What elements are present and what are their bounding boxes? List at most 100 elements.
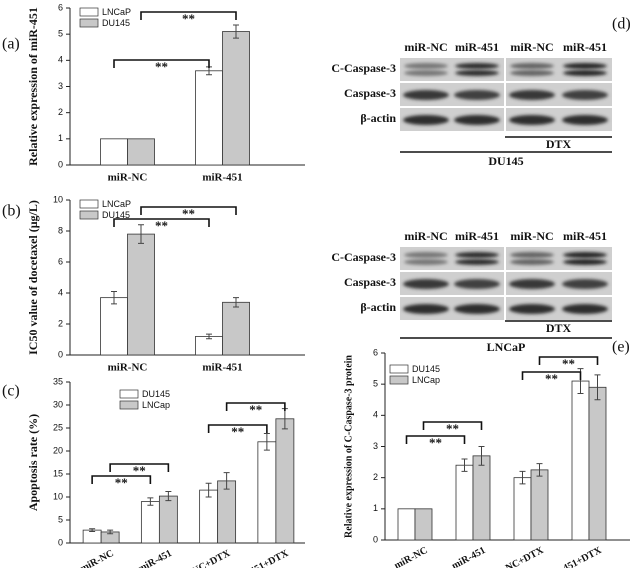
bar [455,464,474,541]
x-tick-label: miR-NC+DTX [485,545,546,568]
blot-band [509,115,555,125]
error-bar [263,433,270,451]
y-tick-label: 3 [58,81,63,91]
bar [513,477,532,541]
bar [158,495,178,544]
blot-band [455,252,499,258]
y-tick-label: 15 [53,468,63,478]
x-tick-label: miR-NC+DTX [171,548,232,568]
error-bar [536,463,543,477]
bar [82,529,102,544]
blot-band [404,70,448,76]
significance-label: ** [545,371,558,386]
blot-band [510,259,554,265]
x-tick-label: miR-451 [202,172,242,184]
significance-label: ** [562,356,575,371]
row-label: β-actin [360,300,396,314]
significance-label: ** [429,435,442,450]
blot-band [454,90,500,100]
blot-band [403,279,449,289]
panel-label: (d) [612,16,631,33]
blot-band [404,63,448,69]
lane-label: miR-451 [455,40,499,54]
y-tick-label: 1 [373,503,378,513]
blot-band [562,115,608,125]
blot-band [454,115,500,125]
error-bar [138,224,144,244]
blot-band [563,70,607,76]
legend-label: LNCaP [102,7,131,17]
bar [127,233,155,356]
lane-label: miR-NC [404,40,447,54]
x-tick-label: miR-451 [202,362,242,374]
blot-band [509,90,555,100]
y-tick-label: 25 [53,422,63,432]
significance-bracket [113,218,210,227]
blot-band [403,115,449,125]
bar [100,138,128,166]
y-tick-label: 6 [58,2,63,12]
legend-label: LNCap [142,400,170,410]
error-bar [594,374,601,401]
y-tick-label: 0 [58,159,63,169]
blot-band [404,252,448,258]
panel-label: (e) [612,339,630,356]
y-tick-label: 2 [373,472,378,482]
blot-band [510,63,554,69]
error-bar [233,297,239,308]
lane-label: miR-451 [563,229,607,243]
blot-band [455,259,499,265]
y-tick-label: 1 [58,133,63,143]
y-tick-label: 8 [58,225,63,235]
significance-bracket [109,463,170,472]
y-tick-label: 2 [58,318,63,328]
y-tick-label: 6 [373,347,378,357]
panel-label: (c) [2,383,20,400]
error-bar [89,528,96,532]
x-tick-label: miR-NC [79,548,116,568]
significance-bracket [538,356,599,365]
y-axis-label: Apoptosis rate (%) [26,414,40,511]
significance-label: ** [182,11,195,26]
lane-label: miR-NC [404,229,447,243]
x-tick-label: miR-451 [136,548,174,568]
blot-band [404,259,448,265]
bar [472,455,491,541]
legend-swatch [119,400,139,410]
bar [588,386,607,541]
blot-band [562,304,608,314]
y-tick-label: 0 [373,534,378,544]
significance-bracket [422,421,483,430]
lane-label: miR-NC [510,40,553,54]
error-bar [165,490,172,502]
y-tick-label: 20 [53,445,63,455]
x-tick-label: miR-451 [450,545,488,568]
significance-label: ** [231,424,244,439]
bar [199,489,219,544]
legend-swatch [79,18,99,28]
x-tick-label: miR-451+DTX [542,545,604,568]
significance-label: ** [115,475,128,490]
treatment-label: DTX [546,321,572,335]
legend-swatch [79,199,99,209]
blot-band [510,70,554,76]
significance-label: ** [446,421,459,436]
legend-label: DU145 [102,210,130,220]
blot-band [510,252,554,258]
legend-label: LNCap [412,375,440,385]
blot-band [454,279,500,289]
significance-bracket [113,59,210,68]
legend-swatch [389,375,409,385]
bar [127,138,155,166]
y-tick-label: 5 [58,514,63,524]
significance-bracket [521,371,582,380]
y-tick-label: 0 [58,349,63,359]
y-tick-label: 5 [58,29,63,39]
bar [414,508,433,541]
x-tick-label: miR-451+DTX [229,548,291,568]
blot-band [455,63,499,69]
significance-label: ** [249,402,262,417]
y-tick-label: 4 [58,55,63,65]
significance-bracket [207,424,268,433]
row-label: C-Caspase-3 [331,61,396,75]
